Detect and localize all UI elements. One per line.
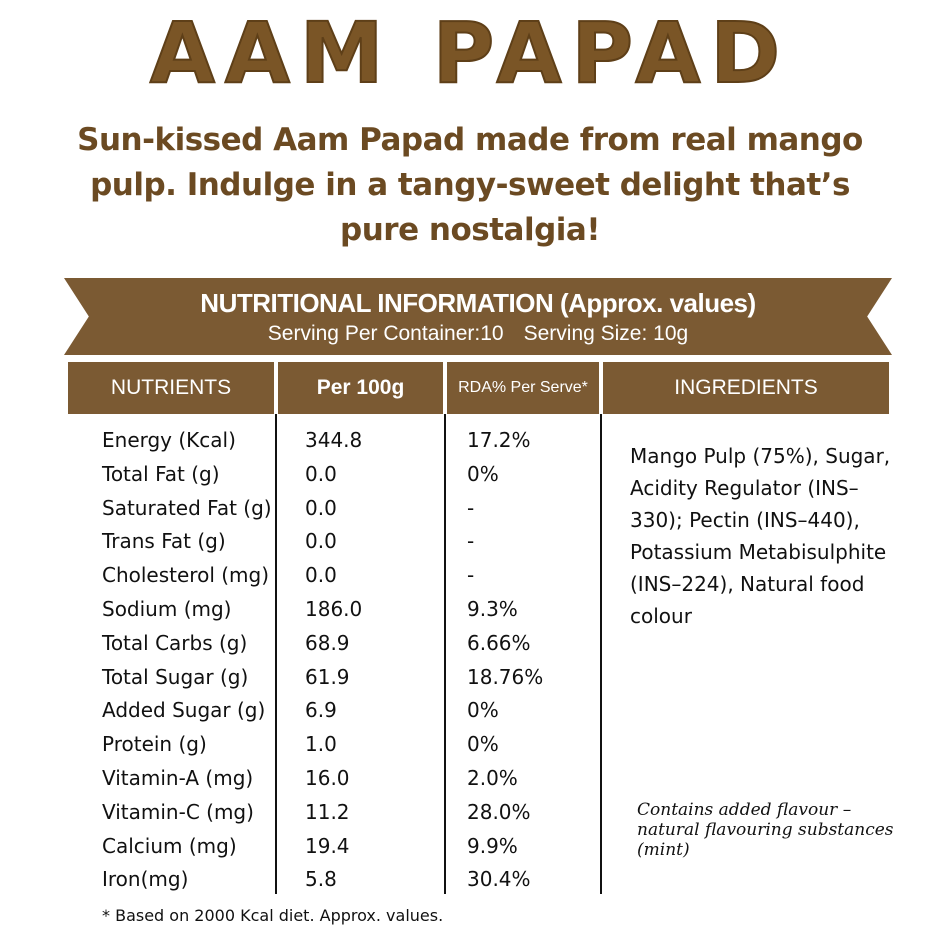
table-row: Vitamin-A (mg) 16.0 2.0%: [0, 762, 600, 796]
nutrient-name: Calcium (mg): [102, 833, 237, 858]
rda-value: 17.2%: [467, 428, 531, 452]
per-100g-value: 61.9: [305, 664, 350, 689]
column-divider: [275, 414, 277, 894]
flavour-note: Contains added flavour – natural flavour…: [637, 800, 894, 860]
table-row: Calcium (mg) 19.4 9.9%: [0, 830, 600, 864]
rda-value: 28.0%: [467, 799, 531, 824]
footnote: * Based on 2000 Kcal diet. Approx. value…: [102, 906, 444, 925]
per-100g-value: 16.0: [305, 765, 350, 790]
nutrient-name: Sodium (mg): [102, 596, 232, 621]
table-row: Protein (g) 1.0 0%: [0, 728, 600, 762]
per-100g-value: 68.9: [305, 630, 350, 655]
rda-value: 9.3%: [467, 596, 518, 621]
nutrition-banner: NUTRITIONAL INFORMATION (Approx. values)…: [64, 278, 892, 355]
nutrient-name: Iron(mg): [102, 867, 189, 892]
per-100g-value: 0.0: [305, 563, 337, 588]
nutrient-name: Added Sugar (g): [102, 698, 266, 723]
nutrient-name: Total Sugar (g): [102, 664, 249, 689]
table-row: Energy (Kcal) 344.8 17.2%: [0, 424, 600, 458]
ingredients-text: Mango Pulp (75%), Sugar, Acidity Regulat…: [630, 444, 891, 628]
nutrient-name: Trans Fat (g): [102, 529, 226, 554]
per-100g-value: 186.0: [305, 596, 363, 621]
rda-value: 30.4%: [467, 867, 531, 892]
per-100g-value: 6.9: [305, 698, 337, 723]
rda-value: 0%: [467, 461, 499, 486]
per-100g-value: 1.0: [305, 732, 337, 757]
rda-value: 18.76%: [467, 664, 544, 689]
table-row: Total Carbs (g) 68.9 6.66%: [0, 627, 600, 661]
rda-value: -: [467, 563, 475, 588]
table-row: Sodium (mg) 186.0 9.3%: [0, 593, 600, 627]
header-ingredients: INGREDIENTS: [603, 362, 889, 414]
table-row: Trans Fat (g) 0.0 -: [0, 525, 600, 559]
nutrient-name: Cholesterol (mg): [102, 563, 270, 588]
table-row: Total Fat (g) 0.0 0%: [0, 458, 600, 492]
rda-value: 6.66%: [467, 630, 531, 655]
per-100g-value: 344.8: [305, 428, 363, 452]
per-100g-value: 0.0: [305, 529, 337, 554]
rda-value: 2.0%: [467, 765, 518, 790]
nutrient-name: Vitamin-C (mg): [102, 799, 254, 824]
table-row: Iron(mg) 5.8 30.4%: [0, 863, 600, 897]
nutrient-rows: Energy (Kcal) 344.8 17.2% Total Fat (g) 0.0 0…: [0, 424, 600, 897]
per-100g-value: 5.8: [305, 867, 337, 892]
product-title: AAM PAPAD: [149, 3, 791, 103]
header-rda: RDA% Per Serve*: [447, 362, 599, 414]
per-100g-value: 11.2: [305, 799, 350, 824]
table-row: Total Sugar (g) 61.9 18.76%: [0, 661, 600, 695]
table-row: Cholesterol (mg) 0.0 -: [0, 559, 600, 593]
nutrient-name: Total Carbs (g): [102, 630, 248, 655]
table-row: Vitamin-C (mg) 11.2 28.0%: [0, 796, 600, 830]
rda-value: 0%: [467, 698, 499, 723]
tagline: Sun-kissed Aam Papad made from real mang…: [77, 122, 863, 248]
column-divider: [600, 414, 602, 894]
nutrient-name: Vitamin-A (mg): [102, 765, 254, 790]
nutrient-name: Saturated Fat (g): [102, 495, 272, 520]
serving-size: Serving Size: 10g: [523, 322, 689, 345]
column-divider: [444, 414, 446, 894]
rda-value: -: [467, 529, 475, 554]
nutrient-name: Protein (g): [102, 732, 207, 757]
per-100g-value: 19.4: [305, 833, 350, 858]
nutrient-name: Energy (Kcal): [102, 428, 236, 452]
servings-per-container: Serving Per Container:10: [267, 322, 504, 345]
rda-value: -: [467, 495, 475, 520]
per-100g-value: 0.0: [305, 495, 337, 520]
per-100g-value: 0.0: [305, 461, 337, 486]
rda-value: 9.9%: [467, 833, 518, 858]
nutrition-heading: NUTRITIONAL INFORMATION (Approx. values): [200, 288, 756, 318]
table-row: Added Sugar (g) 6.9 0%: [0, 694, 600, 728]
header-nutrients: NUTRIENTS: [68, 362, 274, 414]
nutrient-name: Total Fat (g): [102, 461, 220, 486]
header-per-100g: Per 100g: [278, 362, 443, 414]
table-row: Saturated Fat (g) 0.0 -: [0, 492, 600, 526]
rda-value: 0%: [467, 732, 499, 757]
